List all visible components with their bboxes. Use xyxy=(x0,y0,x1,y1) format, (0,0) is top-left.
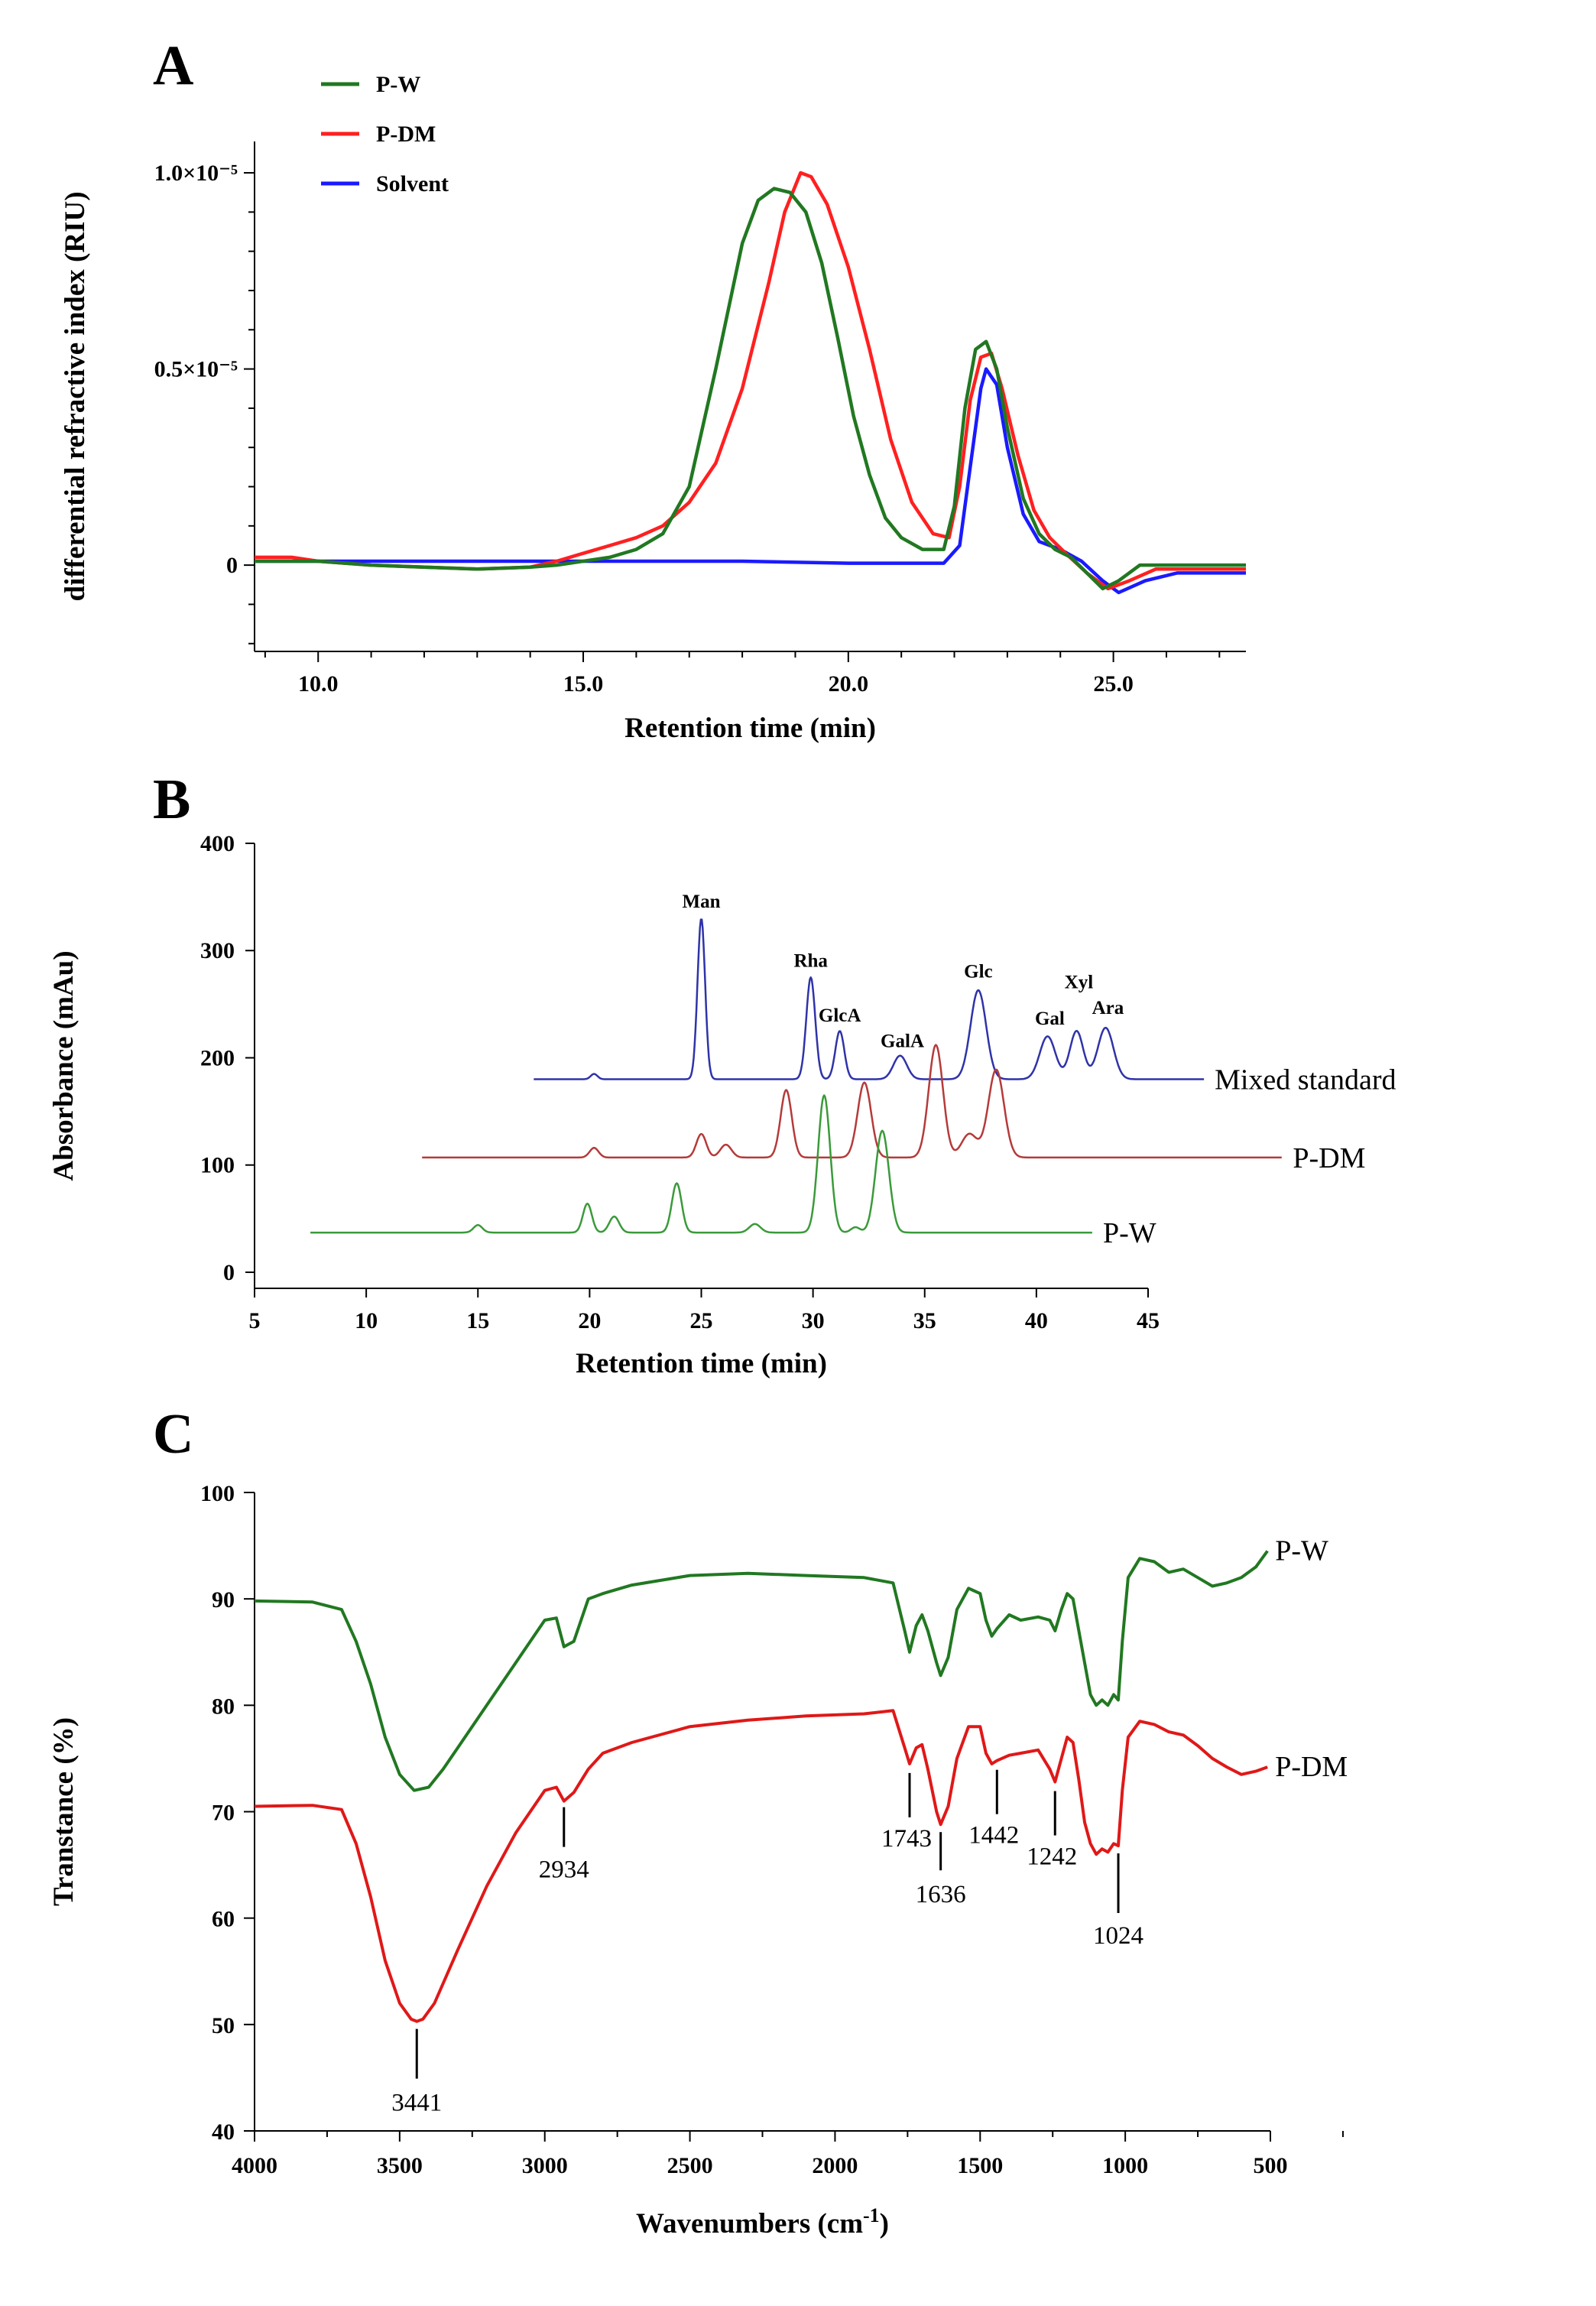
x-tick-label: 35 xyxy=(913,1308,936,1333)
x-tick-label: 500 xyxy=(1254,2153,1288,2178)
x-tick-label: 2000 xyxy=(812,2153,858,2178)
spectrum-p-w xyxy=(254,1550,1269,1792)
x-tick-label: 3000 xyxy=(522,2153,568,2178)
legend-label: P-W xyxy=(376,72,420,97)
peak-annotation: 1242 xyxy=(1027,1843,1077,1871)
chart-c: 4000 3500 3000 2500 2000 1500 1000 500 40 50 60 70 8… xyxy=(48,1481,1348,2239)
x-tick-label: 1500 xyxy=(957,2153,1003,2178)
y-tick-label: 70 xyxy=(212,1801,235,1826)
trace-p-w xyxy=(310,1094,1093,1234)
y-tick-label: 100 xyxy=(200,1153,235,1178)
spectrum-p-dm xyxy=(254,1709,1268,2023)
peak-annotation: 1024 xyxy=(1093,1922,1143,1950)
x-tick-label: 15.0 xyxy=(563,671,604,697)
trace-label: P-DM xyxy=(1293,1142,1365,1174)
spectrum-label: P-W xyxy=(1275,1535,1328,1567)
trace-label: Mixed standard xyxy=(1215,1064,1396,1096)
panel-letter-a: A xyxy=(153,34,193,97)
y-tick-label: 0 xyxy=(223,1260,235,1285)
series-line-solvent xyxy=(255,367,1246,595)
x-tick-label: 10 xyxy=(355,1308,378,1333)
y-tick-label: 50 xyxy=(212,2013,235,2038)
y-tick-label: 100 xyxy=(200,1481,235,1506)
chart-a: 10.0 15.0 20.0 25.0 0 0.5×10⁻⁵ 1.0×10⁻⁵ Retenti… xyxy=(60,72,1246,744)
x-tick-label: 30 xyxy=(802,1308,825,1333)
panel-letter-b: B xyxy=(153,768,190,831)
x-tick-label: 40 xyxy=(1025,1308,1048,1333)
x-tick-label: 25 xyxy=(690,1308,713,1333)
y-axis-title: Absorbance (mAu) xyxy=(48,950,79,1181)
trace-p-dm xyxy=(422,1044,1282,1159)
x-tick-label: 3500 xyxy=(377,2153,423,2178)
series-line-p-w xyxy=(255,187,1246,591)
chart-b: 5 10 15 20 25 30 35 40 45 0 100 200 300 400 Retention … xyxy=(48,831,1396,1379)
x-axis-title: Retention time (min) xyxy=(624,713,876,744)
x-tick-label: 25.0 xyxy=(1093,671,1134,697)
legend-label: Solvent xyxy=(376,171,449,196)
y-axis-title: Transtance (%) xyxy=(48,1717,79,1906)
peak-label-glc: Glc xyxy=(964,961,993,982)
x-axis-title: Retention time (min) xyxy=(576,1348,827,1379)
x-tick-label: 20 xyxy=(578,1308,601,1333)
y-tick-label: 300 xyxy=(200,938,235,963)
trace-mixed-standard xyxy=(534,918,1205,1080)
y-tick-label: 90 xyxy=(212,1587,235,1613)
peak-annotation: 2934 xyxy=(539,1856,589,1884)
y-tick-label: 0.5×10⁻⁵ xyxy=(154,357,238,382)
y-tick-label: 200 xyxy=(200,1045,235,1070)
x-tick-label: 20.0 xyxy=(829,671,869,697)
y-tick-label: 80 xyxy=(212,1694,235,1719)
y-tick-label: 0 xyxy=(226,553,238,578)
peak-annotation: 3441 xyxy=(391,2090,442,2117)
peak-label-glca: GlcA xyxy=(819,1005,861,1026)
x-tick-label: 5 xyxy=(249,1308,261,1333)
peak-annotation: 1743 xyxy=(881,1825,932,1853)
series-line-p-dm xyxy=(255,171,1246,591)
peak-label-gal: Gal xyxy=(1035,1008,1065,1029)
peak-label-gala: GalA xyxy=(881,1031,924,1051)
x-tick-label: 15 xyxy=(466,1308,489,1333)
y-axis-title: differential refractive index (RIU) xyxy=(60,191,91,601)
peak-label-xyl: Xyl xyxy=(1065,972,1094,992)
spectrum-label: P-DM xyxy=(1275,1751,1348,1783)
x-tick-label: 10.0 xyxy=(298,671,339,697)
peak-label-man: Man xyxy=(683,892,721,912)
peak-annotation: 1442 xyxy=(968,1822,1019,1850)
y-tick-label: 400 xyxy=(200,831,235,856)
y-tick-label: 40 xyxy=(212,2119,235,2145)
panel-letter-c: C xyxy=(153,1403,193,1466)
trace-label: P-W xyxy=(1103,1217,1156,1249)
x-axis-title: Wavenumbers (cm-1) xyxy=(636,2204,889,2240)
x-tick-label: 2500 xyxy=(667,2153,713,2178)
x-tick-label: 1000 xyxy=(1102,2153,1148,2178)
x-tick-label: 4000 xyxy=(232,2153,277,2178)
y-tick-label: 60 xyxy=(212,1907,235,1932)
legend-label: P-DM xyxy=(376,122,436,147)
peak-annotation: 1636 xyxy=(916,1881,966,1908)
x-tick-label: 45 xyxy=(1137,1308,1160,1333)
y-tick-label: 1.0×10⁻⁵ xyxy=(154,161,238,186)
peak-label-ara: Ara xyxy=(1092,998,1124,1018)
peak-label-rha: Rha xyxy=(793,950,828,971)
